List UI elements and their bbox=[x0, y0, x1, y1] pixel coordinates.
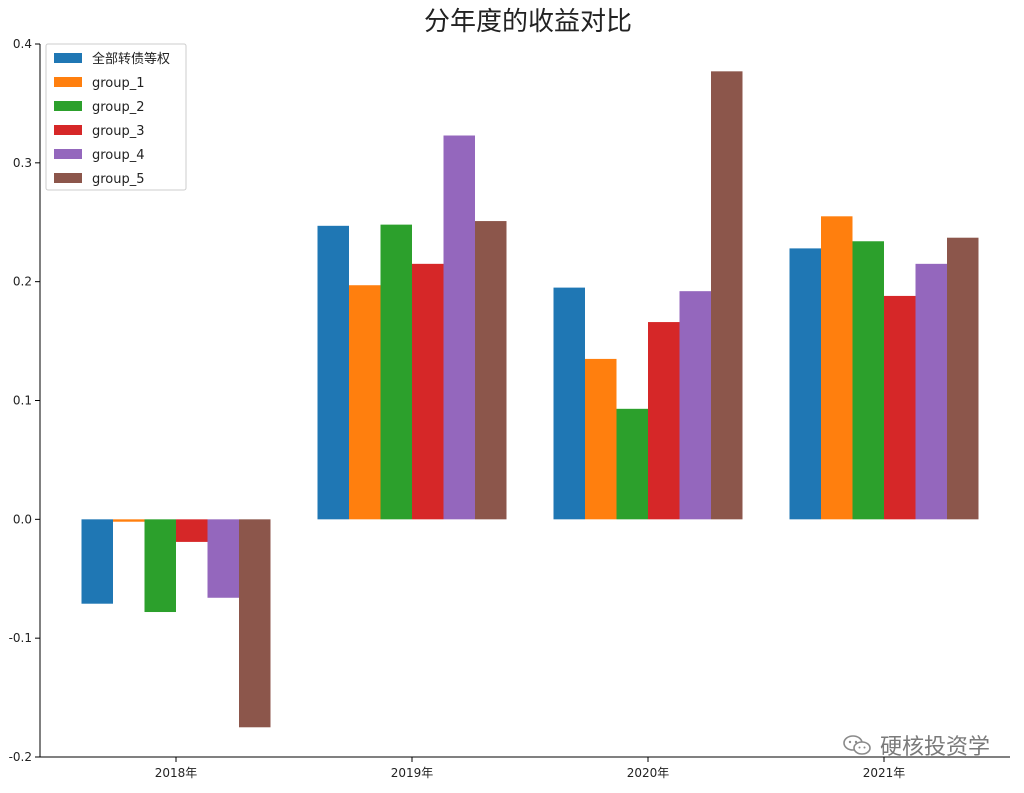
legend-swatch bbox=[54, 149, 82, 159]
wechat-icon bbox=[842, 734, 872, 756]
bar bbox=[113, 519, 145, 522]
bar bbox=[176, 519, 208, 542]
y-tick-label: -0.1 bbox=[9, 631, 32, 645]
bar bbox=[144, 519, 176, 613]
legend-swatch bbox=[54, 125, 82, 135]
bar bbox=[789, 248, 821, 520]
bar bbox=[648, 322, 680, 520]
bar bbox=[915, 263, 947, 520]
legend-label: group_1 bbox=[92, 76, 145, 91]
bar bbox=[884, 295, 916, 520]
bar bbox=[412, 263, 444, 520]
bar bbox=[380, 224, 412, 520]
legend-label: group_2 bbox=[92, 100, 145, 115]
bar bbox=[553, 287, 585, 520]
legend-label: group_4 bbox=[92, 148, 145, 163]
legend: 全部转债等权 group_1 group_2 group_3 group_4 group_… bbox=[45, 43, 187, 191]
bar bbox=[239, 519, 271, 728]
x-tick-label: 2018年 bbox=[155, 766, 198, 780]
x-axis: 2018年 2019年 2020年 2021年 bbox=[40, 756, 1010, 780]
legend-label: group_3 bbox=[92, 124, 145, 139]
bar bbox=[616, 408, 648, 520]
legend-swatch bbox=[54, 77, 82, 87]
bar bbox=[443, 135, 475, 520]
y-tick-label: 0.3 bbox=[13, 156, 32, 170]
y-tick-label: 0.4 bbox=[13, 37, 32, 51]
bar bbox=[711, 71, 743, 520]
bar bbox=[585, 358, 617, 520]
y-tick-label: -0.2 bbox=[9, 750, 32, 764]
bar bbox=[317, 225, 349, 520]
bar bbox=[475, 221, 507, 520]
bar bbox=[679, 291, 711, 520]
watermark-text: 硬核投资学 bbox=[879, 735, 990, 760]
x-tick-label: 2020年 bbox=[627, 766, 670, 780]
y-tick-label: 0.2 bbox=[13, 275, 32, 289]
bar bbox=[947, 237, 979, 520]
legend-swatch bbox=[54, 173, 82, 183]
x-tick-label: 2021年 bbox=[863, 766, 906, 780]
bar bbox=[821, 216, 853, 520]
chart-title: 分年度的收益对比 bbox=[424, 7, 632, 37]
x-tick-label: 2019年 bbox=[391, 766, 434, 780]
bar bbox=[81, 519, 113, 604]
y-axis: -0.2 -0.1 0.0 0.1 0.2 0.3 0.4 bbox=[9, 37, 41, 764]
legend-label: group_5 bbox=[92, 172, 145, 187]
legend-swatch bbox=[54, 53, 82, 63]
y-tick-label: 0.1 bbox=[13, 394, 32, 408]
bar bbox=[852, 241, 884, 520]
plot-area bbox=[81, 71, 979, 728]
legend-swatch bbox=[54, 101, 82, 111]
bar bbox=[349, 285, 381, 520]
bar bbox=[207, 519, 239, 598]
y-tick-label: 0.0 bbox=[13, 512, 32, 526]
legend-label: 全部转债等权 bbox=[92, 51, 170, 67]
watermark: 硬核投资学 bbox=[842, 729, 990, 761]
